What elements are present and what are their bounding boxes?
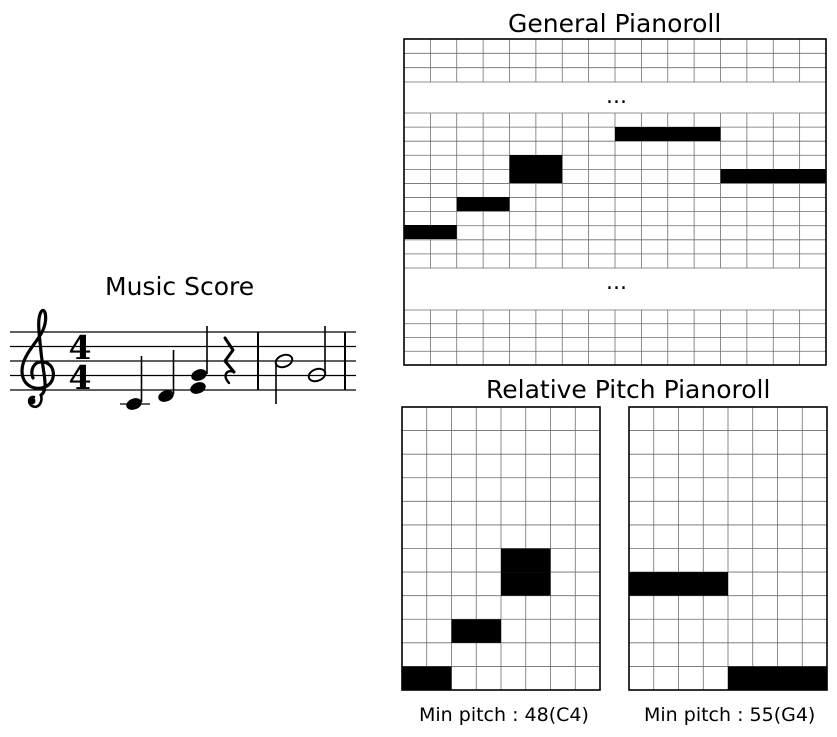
relative-note-1-4 [501, 548, 551, 573]
relative-note-1-3 [501, 572, 551, 596]
music-score: 4 4 [10, 308, 356, 410]
time-signature: 4 4 [69, 328, 92, 397]
general-note-b4-5 [615, 127, 721, 141]
relative-pianoroll-measure-2 [628, 406, 828, 691]
quarter-rest-icon [223, 336, 236, 385]
note-c4 [120, 356, 150, 410]
relative-pianoroll-border [401, 406, 601, 691]
general-pianoroll-title: General Pianoroll [508, 9, 722, 38]
general-pianoroll-grid-bottom [404, 310, 826, 365]
relative-pianoroll-border [628, 406, 828, 691]
general-note-g4-4 [509, 169, 563, 183]
half-note-g4 [307, 326, 327, 383]
relative-note-2-1 [629, 572, 728, 596]
relative-note-2-2 [728, 666, 827, 690]
barlines [257, 332, 346, 390]
chord-e4-g4 [190, 326, 208, 394]
general-pianoroll [403, 38, 827, 366]
general-note-g4-6 [720, 169, 826, 183]
treble-clef-icon [20, 308, 55, 409]
general-pianoroll-border [403, 38, 827, 366]
relative-pianoroll-grid [629, 407, 827, 690]
general-note-e4-3 [509, 155, 563, 169]
general-note-c4-1 [404, 225, 457, 239]
min-pitch-caption-1: Min pitch : 48(C4) [419, 704, 589, 726]
relative-note-1-2 [451, 619, 501, 643]
min-pitch-caption-2: Min pitch : 55(G4) [644, 704, 816, 726]
general-pianoroll-ellipsis-bottom: ... [606, 270, 627, 295]
relative-note-1-1 [402, 666, 452, 690]
general-pianoroll-ellipsis-top: ... [606, 84, 627, 109]
general-pianoroll-grid-top [404, 39, 826, 82]
staff-lines [10, 331, 356, 391]
time-signature-denominator: 4 [69, 358, 92, 397]
note-d4 [158, 350, 175, 402]
relative-pianoroll-measure-1 [401, 406, 601, 691]
score-title: Music Score [105, 272, 255, 301]
half-note-b4 [274, 353, 294, 404]
relative-pianoroll-title: Relative Pitch Pianoroll [486, 375, 771, 404]
time-signature-numerator: 4 [69, 328, 92, 367]
general-note-d4-2 [456, 197, 510, 211]
